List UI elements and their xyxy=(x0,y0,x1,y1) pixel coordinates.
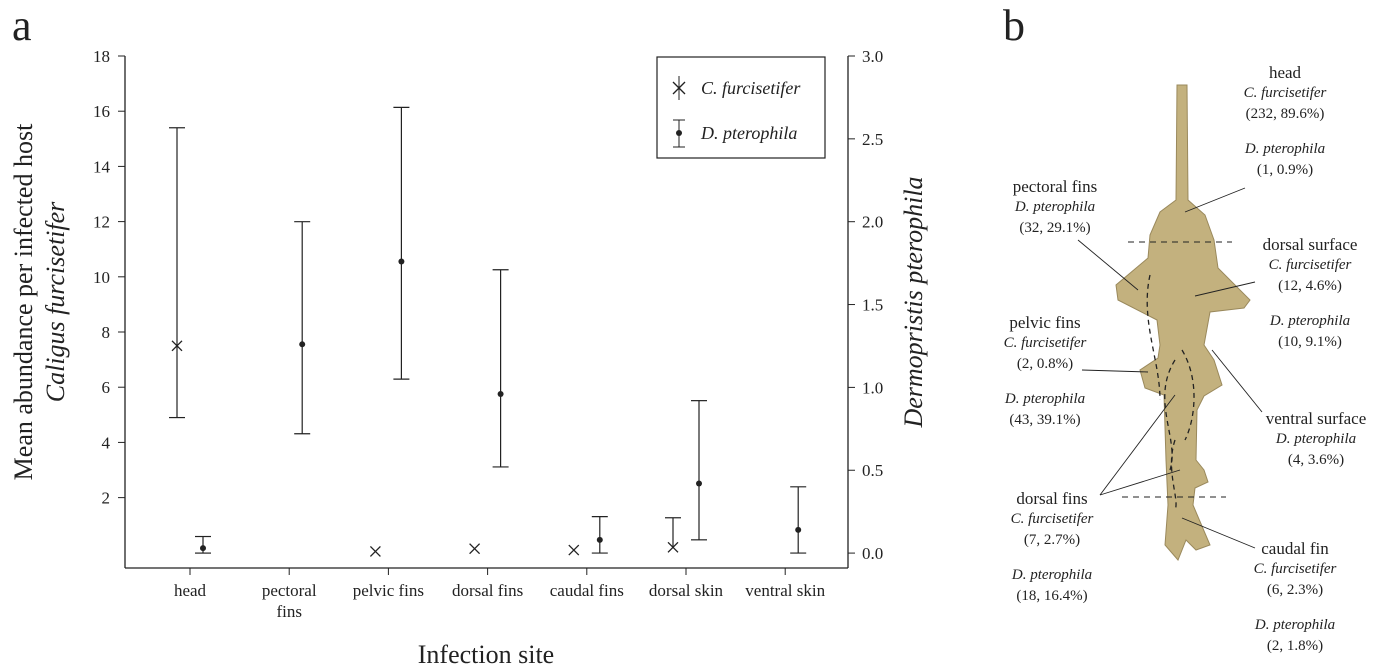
y2-axis-title: Dermopristis pterophila xyxy=(899,176,928,428)
y-tick-label: 8 xyxy=(102,323,111,342)
legend-marker xyxy=(676,130,682,136)
y-tick-label: 2 xyxy=(102,489,111,508)
axes-frame xyxy=(124,56,849,569)
region-outline xyxy=(1146,274,1195,511)
y-tick-label: 16 xyxy=(93,102,110,121)
y2-tick-label: 2.5 xyxy=(862,130,883,149)
marker-x xyxy=(469,543,481,555)
x-tick-label: pelvic fins xyxy=(352,581,425,600)
y-tick-label: 4 xyxy=(102,433,111,452)
y2-tick-label: 0.5 xyxy=(862,461,883,480)
marker-stroke xyxy=(469,543,481,555)
marker-dot xyxy=(696,480,702,487)
y-tick-label: 12 xyxy=(93,213,110,232)
legend-label: C. furcisetifer xyxy=(701,78,801,98)
marker-stroke xyxy=(672,81,686,95)
legend-box xyxy=(656,56,826,159)
marker-dot xyxy=(299,341,306,348)
marker-x xyxy=(667,541,679,553)
y2-tick-label: 1.5 xyxy=(862,296,883,315)
y-axis-title: Mean abundance per infected host xyxy=(9,123,38,480)
site-label: head C. furcisetifer (232, 89.6%) D. pterop… xyxy=(1243,63,1327,178)
marker-dot xyxy=(497,391,504,398)
marker-x xyxy=(568,544,580,556)
site-label: caudal fin C. furcisetifer (6, 2.3%) D. pte… xyxy=(1253,539,1337,654)
y-tick-label: 14 xyxy=(93,157,111,176)
x-tick-label: dorsal skin xyxy=(648,581,724,600)
x-tick-label: head xyxy=(173,581,207,600)
legend-marker xyxy=(672,81,686,95)
marker-x xyxy=(369,545,381,557)
leader-lines xyxy=(1077,187,1263,549)
y-axis-subtitle: Caligus furcisetifer xyxy=(41,201,70,402)
site-label: pelvic fins C. furcisetifer (2, 0.8%) D. pt… xyxy=(1003,313,1087,428)
marker-dot xyxy=(596,536,603,543)
x-tick-label: pectoral fins xyxy=(261,581,317,621)
y2-tick-label: 3.0 xyxy=(862,47,883,66)
x-tick-label: dorsal fins xyxy=(451,581,524,600)
marker-stroke xyxy=(667,541,679,553)
marker-stroke xyxy=(171,340,183,352)
marker-stroke xyxy=(369,545,381,557)
y-tick-label: 18 xyxy=(93,47,110,66)
fish-body xyxy=(1115,84,1251,561)
panel-letter: b xyxy=(1003,1,1025,50)
sawfish xyxy=(1077,84,1263,561)
marker-dot xyxy=(398,258,405,265)
site-label: dorsal fins C. furcisetifer (7, 2.7%) D. pt… xyxy=(1010,489,1094,604)
y-tick-label: 6 xyxy=(102,378,111,397)
legend-label: D. pterophila xyxy=(700,123,797,143)
y2-tick-label: 0.0 xyxy=(862,544,883,563)
y2-tick-label: 1.0 xyxy=(862,378,883,397)
y2-tick-label: 2.0 xyxy=(862,213,883,232)
marker-x xyxy=(171,340,183,352)
site-label: ventral surface D. pterophila (4, 3.6%) xyxy=(1265,409,1367,468)
site-label: pectoral fins D. pterophila (32, 29.1%) xyxy=(1012,177,1098,236)
y-tick-label: 10 xyxy=(93,268,110,287)
x-tick-label: caudal fins xyxy=(549,581,624,600)
marker-stroke xyxy=(568,544,580,556)
site-label: dorsal surface C. furcisetifer (12, 4.6%) D… xyxy=(1262,235,1358,350)
marker-dot xyxy=(795,526,802,533)
panel-letter: a xyxy=(12,1,32,50)
x-axis-title: Infection site xyxy=(418,640,554,669)
x-tick-label: ventral skin xyxy=(745,581,826,600)
marker-dot xyxy=(200,545,206,552)
